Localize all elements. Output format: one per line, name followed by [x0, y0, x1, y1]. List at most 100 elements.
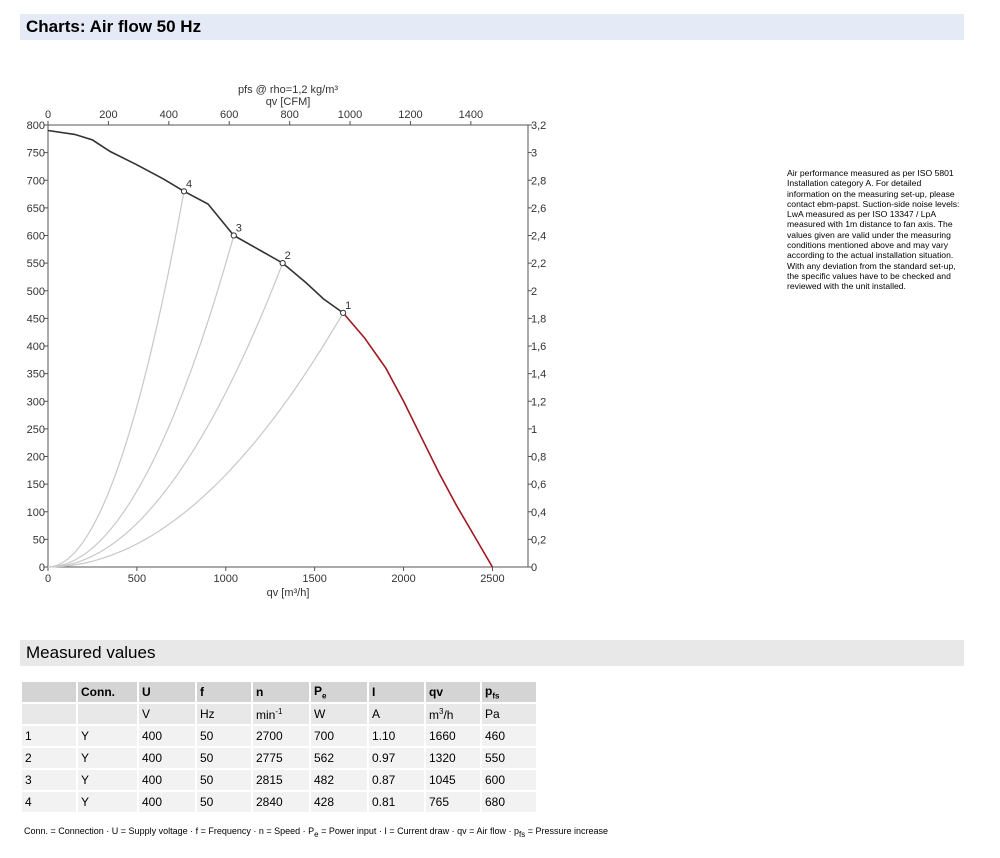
x-tick-label: 0 — [45, 573, 51, 585]
table-cell: 3 — [22, 770, 76, 790]
y-tick-label: 50 — [33, 534, 45, 546]
y-tick-label: 750 — [27, 148, 45, 160]
y-tick-label: 500 — [27, 286, 45, 298]
x2-tick-label: 600 — [220, 109, 238, 121]
x-axis-title: qv [m³/h] — [267, 587, 310, 599]
table-cell: 2 — [22, 748, 76, 768]
x2-tick-label: 1000 — [338, 109, 362, 121]
table-cell: 1 — [22, 726, 76, 746]
header-cell: Pe — [311, 682, 367, 702]
y2-tick-label: 0 — [531, 562, 537, 574]
unit-label: A — [372, 707, 381, 721]
table-cell: 428 — [311, 792, 367, 812]
table-cell: 680 — [482, 792, 536, 812]
header-cell — [22, 682, 76, 702]
table-cell: 50 — [197, 748, 251, 768]
table-cell: 50 — [197, 770, 251, 790]
unit-superscript: -1 — [275, 706, 283, 716]
x-tick-label: 1000 — [214, 573, 238, 585]
table-cell: 2700 — [253, 726, 309, 746]
system-curve-1 — [47, 312, 344, 568]
abbreviation-legend: Conn. = Connection · U = Supply voltage … — [24, 826, 608, 839]
table-cell: 2840 — [253, 792, 309, 812]
x-tick-label: 500 — [128, 573, 146, 585]
y2-tick-label: 1,2 — [531, 396, 546, 408]
table-cell: 562 — [311, 748, 367, 768]
header-label: P — [314, 683, 323, 698]
measured-values-title: Measured values — [26, 643, 156, 662]
header-label: p — [485, 683, 493, 698]
header-cell: pfs — [482, 682, 536, 702]
y2-tick-label: 2,6 — [531, 203, 546, 215]
header-cell: n — [253, 682, 309, 702]
y2-tick-label: 1,8 — [531, 313, 546, 325]
unit-label: m — [429, 707, 439, 722]
table-cell: 1320 — [426, 748, 480, 768]
y-tick-label: 150 — [27, 479, 45, 491]
table-cell: Y — [78, 748, 137, 768]
operating-point-label-4: 4 — [186, 178, 192, 190]
x-tick-label: 2500 — [480, 573, 504, 585]
table-cell: 460 — [482, 726, 536, 746]
table-cell: 4 — [22, 792, 76, 812]
table-cell: 600 — [482, 770, 536, 790]
operating-point-label-2: 2 — [285, 250, 291, 262]
table-cell: 50 — [197, 726, 251, 746]
y2-tick-label: 2 — [531, 286, 537, 298]
table-cell: 0.81 — [369, 792, 424, 812]
x2-tick-label: 400 — [160, 109, 178, 121]
legend-sub-fs: fs — [518, 829, 526, 839]
header-label: qv — [429, 685, 444, 699]
header-label: n — [256, 685, 264, 699]
x2-tick-label: 1400 — [459, 109, 483, 121]
table-cell: 1.10 — [369, 726, 424, 746]
y-tick-label: 800 — [27, 120, 45, 132]
y-tick-label: 400 — [27, 341, 45, 353]
measurement-note: Air performance measured as per ISO 5801… — [787, 168, 960, 292]
y2-tick-label: 1,6 — [531, 341, 546, 353]
y-tick-label: 450 — [27, 313, 45, 325]
table-cell: 400 — [139, 792, 195, 812]
x2-axis-title: qv [CFM] — [266, 96, 311, 108]
table-cell: 482 — [311, 770, 367, 790]
y2-tick-label: 0,4 — [531, 507, 546, 519]
system-curve-3 — [47, 235, 235, 568]
header-subscript: fs — [492, 691, 500, 701]
operating-point-1 — [340, 309, 347, 316]
x2-tick-label: 1200 — [398, 109, 422, 121]
y-tick-label: 700 — [27, 175, 45, 187]
y2-tick-label: 0,6 — [531, 479, 546, 491]
table-row: 4 Y 400 50 2840 428 0.81 765 680 — [22, 792, 536, 812]
y-tick-label: 250 — [27, 424, 45, 436]
y2-tick-label: 2,4 — [531, 231, 546, 243]
y-tick-label: 300 — [27, 396, 45, 408]
table-cell: Y — [78, 792, 137, 812]
table-cell: 2775 — [253, 748, 309, 768]
header-cell: I — [369, 682, 424, 702]
system-curve-2 — [47, 262, 284, 568]
chart-title: pfs @ rho=1,2 kg/m³ — [238, 84, 338, 96]
header-label: f — [200, 685, 204, 699]
legend-text-2: = Power input · I = Current draw · qv = … — [318, 826, 519, 836]
table-cell: 0.97 — [369, 748, 424, 768]
y-tick-label: 200 — [27, 452, 45, 464]
unit-label: Pa — [485, 707, 500, 721]
unit-cell: min-1 — [253, 704, 309, 724]
unit-label: min — [256, 707, 276, 722]
unit-cell: Pa — [482, 704, 536, 724]
x2-tick-label: 0 — [45, 109, 51, 121]
system-curve-4 — [47, 191, 185, 568]
header-label: Conn. — [81, 685, 115, 699]
table-cell: 2815 — [253, 770, 309, 790]
table-cell: 1045 — [426, 770, 480, 790]
y-tick-label: 600 — [27, 231, 45, 243]
unit-superscript: 3 — [439, 706, 444, 716]
y-tick-label: 550 — [27, 258, 45, 270]
charts-title-bar: Charts: Air flow 50 Hz — [20, 14, 964, 40]
x-tick-label: 2000 — [391, 573, 415, 585]
unit-label: W — [314, 707, 326, 721]
y2-tick-label: 0,2 — [531, 534, 546, 546]
y-tick-label: 100 — [27, 507, 45, 519]
